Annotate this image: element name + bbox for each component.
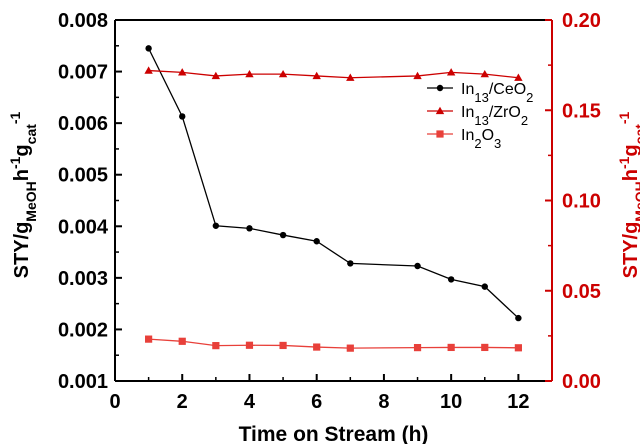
data-point <box>514 73 523 81</box>
legend-entry: In2O3 <box>427 127 501 151</box>
series-layer <box>144 45 523 352</box>
data-point <box>179 113 186 120</box>
x-tick-label: 2 <box>177 391 188 413</box>
y-right-tick-label: 0.10 <box>562 191 601 213</box>
data-point <box>312 71 321 80</box>
data-point <box>347 260 354 267</box>
x-tick-label: 8 <box>378 391 389 413</box>
data-point <box>245 341 254 349</box>
legend-marker <box>436 130 444 138</box>
legend-entry: In13/CeO2 <box>427 81 533 105</box>
x-axis-title: Time on Stream (h) <box>239 423 429 444</box>
data-point <box>212 342 220 350</box>
data-point <box>346 73 355 81</box>
y-axis-right: 0.00 0.05 0.10 0.15 0.20 <box>545 10 601 393</box>
data-point <box>413 344 422 352</box>
x-tick-label: 10 <box>440 391 462 413</box>
axis-titles: Time on Stream (h) STY/gMeOHh-1gcat-1 STY/… <box>7 111 640 444</box>
data-point <box>145 45 152 52</box>
y-right-tick-label: 0.00 <box>562 371 601 393</box>
data-point <box>211 71 221 80</box>
data-point <box>212 222 220 229</box>
y-right-tick-label: 0.15 <box>562 100 601 122</box>
data-point <box>447 276 455 283</box>
legend-label: In2O3 <box>461 127 501 151</box>
legend-entry: In13/ZrO2 <box>427 104 528 128</box>
y-left-tick-label: 0.008 <box>58 10 108 32</box>
data-point <box>178 337 186 345</box>
x-axis: 0 2 4 6 8 10 12 <box>109 374 530 413</box>
y-right-tick-label: 0.20 <box>562 10 601 32</box>
data-point <box>413 71 422 80</box>
x-tick-label: 12 <box>507 391 529 413</box>
series-0 <box>145 45 522 322</box>
data-point <box>313 238 320 245</box>
y-left-tick-label: 0.006 <box>58 113 108 135</box>
series-line <box>148 69 519 79</box>
legend-marker <box>435 106 445 115</box>
data-point <box>480 69 489 78</box>
data-point <box>447 343 455 352</box>
x-tick-label: 6 <box>311 391 322 413</box>
data-point <box>481 283 488 290</box>
data-point <box>246 225 253 232</box>
data-point <box>346 344 354 352</box>
y-left-tick-label: 0.002 <box>58 319 108 341</box>
series-1 <box>144 66 523 81</box>
y-left-tick-label: 0.007 <box>58 62 108 84</box>
legend-label: In13/CeO2 <box>461 81 533 105</box>
data-point <box>278 69 288 78</box>
data-point <box>144 66 153 74</box>
data-point <box>178 68 187 76</box>
data-point <box>481 343 489 352</box>
y-left-tick-label: 0.005 <box>58 165 108 187</box>
data-point <box>446 68 456 76</box>
y-left-tick-label: 0.004 <box>58 216 109 238</box>
y-left-tick-label: 0.001 <box>58 371 108 393</box>
data-point <box>279 341 287 350</box>
y-right-tick-label: 0.05 <box>562 281 601 303</box>
series-line <box>148 338 519 349</box>
legend-label: In13/ZrO2 <box>461 104 528 128</box>
legend-marker <box>436 84 444 92</box>
data-point <box>515 314 522 322</box>
data-point <box>514 344 522 352</box>
x-tick-label: 4 <box>244 391 256 413</box>
y-axis-left-title: STY/gMeOHh-1gcat-1 <box>7 111 39 278</box>
data-point <box>245 69 254 78</box>
y-left-tick-label: 0.003 <box>58 268 108 290</box>
data-point <box>279 231 287 239</box>
y-axis-left: 0.001 0.002 0.003 0.004 0.005 0.006 0.007 0.008 <box>58 10 122 393</box>
y-axis-right-title: STY/gMeOHh-1gcat-1 <box>616 111 640 278</box>
data-point <box>313 343 321 351</box>
series-2 <box>145 335 522 352</box>
data-point <box>145 335 153 343</box>
x-tick-label: 0 <box>109 391 120 413</box>
data-point <box>414 262 421 270</box>
